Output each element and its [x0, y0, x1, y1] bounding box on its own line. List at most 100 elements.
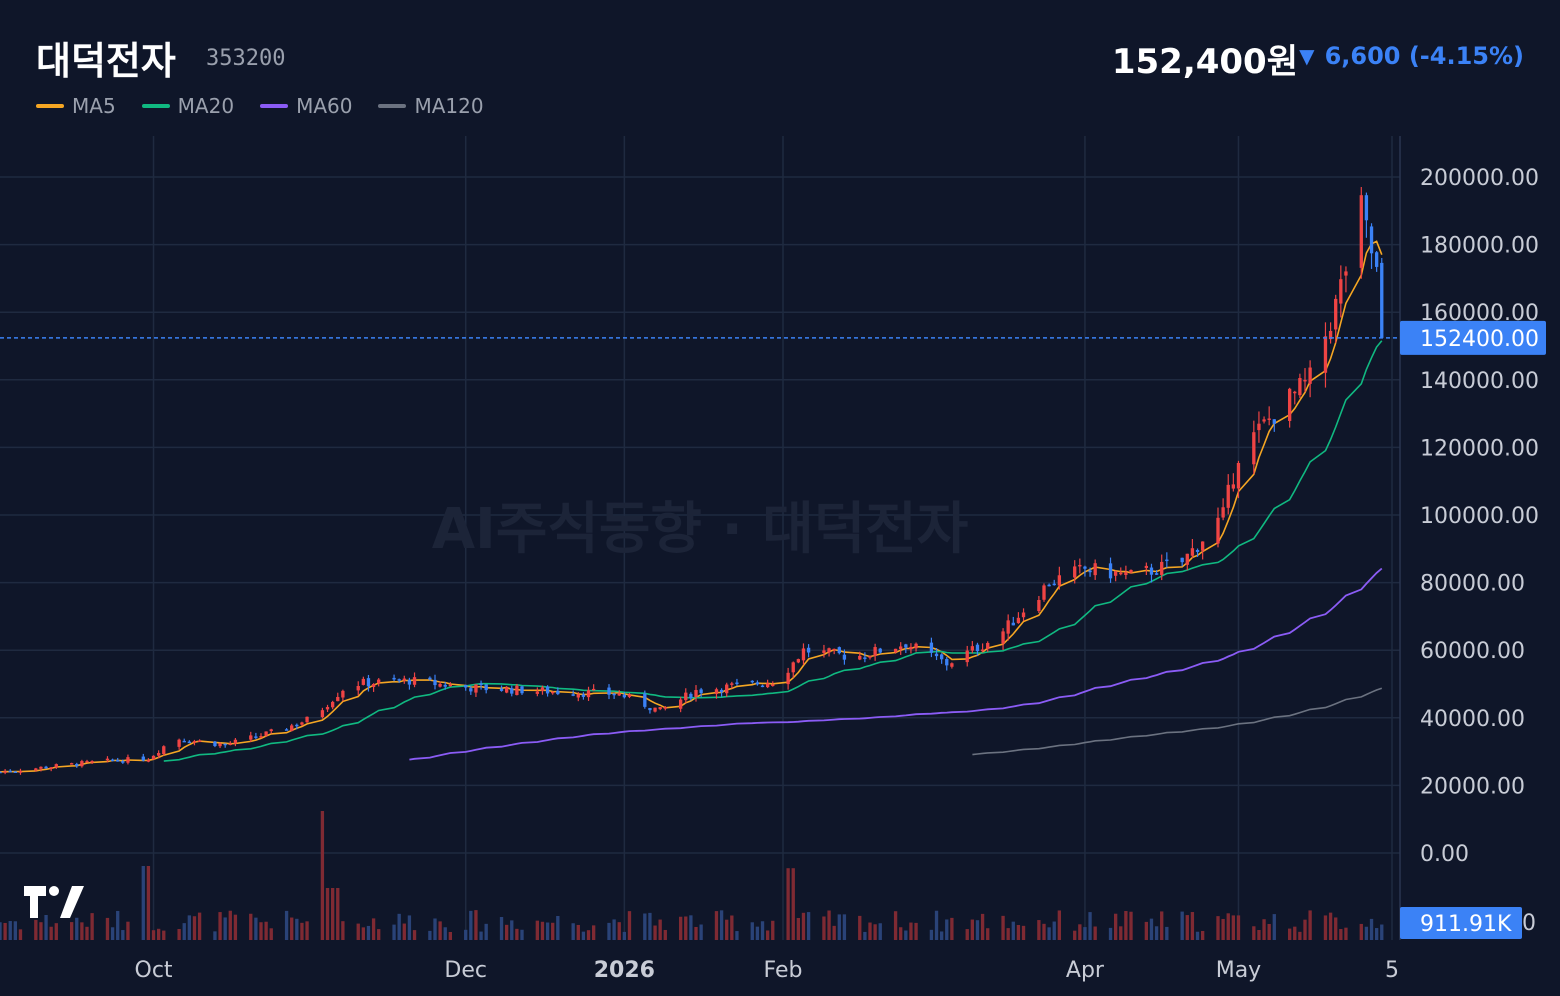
- candle-body: [663, 707, 667, 709]
- volume-bar: [146, 866, 151, 940]
- candle-body: [213, 741, 217, 747]
- volume-bar: [182, 923, 186, 940]
- candle-body: [771, 684, 775, 687]
- volume-bar: [300, 922, 304, 940]
- candle-body: [791, 662, 795, 673]
- candle-body: [284, 729, 289, 731]
- candle-body: [254, 736, 258, 738]
- candle-body: [699, 689, 703, 694]
- volume-bar: [863, 931, 867, 940]
- volume-bar: [1380, 924, 1384, 940]
- candle-body: [75, 763, 79, 766]
- candle-body: [980, 649, 985, 651]
- ma-line-ma5: [0, 240, 1383, 773]
- candle-body: [1078, 564, 1082, 567]
- volume-bar: [1298, 931, 1302, 940]
- candle-body: [765, 683, 770, 688]
- candle-body: [730, 683, 734, 685]
- volume-bars: [0, 811, 1384, 940]
- candle-body: [806, 647, 811, 653]
- volume-bar: [469, 910, 473, 940]
- candle-body: [842, 654, 847, 660]
- volume-bar: [1334, 917, 1338, 940]
- candle-body: [1037, 600, 1041, 612]
- price-tick-label: 120000.00: [1420, 436, 1539, 461]
- volume-bar: [1073, 930, 1077, 940]
- volume-bar: [371, 918, 376, 940]
- volume-bar: [643, 913, 647, 940]
- candle-body: [116, 760, 120, 762]
- time-axis[interactable]: Oct Dec 2026 Feb Apr May 5: [135, 958, 1399, 983]
- candle-body: [269, 729, 273, 732]
- candle-body: [750, 680, 754, 683]
- candle-body: [893, 648, 898, 653]
- candle-body: [1226, 484, 1230, 508]
- candle-body: [1334, 298, 1338, 330]
- volume-bar: [54, 923, 58, 940]
- time-tick-label: 2026: [594, 958, 655, 983]
- candle-body: [1057, 575, 1062, 586]
- legend-ma120[interactable]: MA120: [378, 94, 484, 118]
- volume-bar: [1165, 926, 1169, 940]
- candle-body: [356, 686, 360, 691]
- candle-body: [162, 746, 166, 755]
- candle-body: [228, 743, 232, 745]
- time-tick-label: Apr: [1066, 958, 1105, 983]
- volume-bar: [0, 922, 2, 940]
- volume-bar: [295, 918, 299, 940]
- volume-bar: [842, 914, 847, 940]
- volume-bar: [950, 917, 954, 940]
- candle-body: [499, 688, 504, 691]
- volume-bar: [663, 929, 667, 940]
- candle-body: [643, 693, 647, 707]
- tradingview-logo[interactable]: [22, 884, 86, 920]
- volume-bar: [904, 930, 908, 940]
- candle-body: [1359, 195, 1363, 268]
- volume-bar: [330, 888, 335, 940]
- candle-body: [259, 736, 263, 738]
- volume-bar: [1180, 911, 1184, 940]
- volume-bar: [336, 888, 340, 940]
- candle-body: [1323, 336, 1328, 373]
- volume-bar: [474, 910, 478, 940]
- candle-body: [371, 683, 376, 688]
- legend-ma20[interactable]: MA20: [141, 94, 234, 118]
- candle-body: [377, 679, 381, 684]
- volume-bar: [551, 922, 555, 940]
- legend-ma60[interactable]: MA60: [260, 94, 352, 118]
- candle-body: [1047, 584, 1051, 587]
- volume-bar: [581, 931, 586, 940]
- volume-bar: [1328, 912, 1333, 940]
- candle-body: [719, 689, 724, 693]
- candle-body: [694, 690, 698, 698]
- candle-body: [653, 707, 657, 712]
- candle-body: [689, 693, 693, 698]
- legend-ma5[interactable]: MA5: [36, 94, 116, 118]
- candle-body: [412, 677, 417, 685]
- stock-code: 353200: [206, 46, 286, 71]
- candle-body: [939, 654, 944, 660]
- volume-bar: [837, 914, 841, 940]
- candle-body: [914, 643, 918, 649]
- price-axis[interactable]: 200000.00180000.00160000.00140000.001200…: [1400, 166, 1546, 939]
- volume-partial-label: 0: [1522, 911, 1536, 936]
- candle-body: [1129, 569, 1133, 573]
- volume-bar: [719, 910, 724, 940]
- volume-bar: [218, 912, 222, 940]
- volume-bar: [1047, 927, 1051, 940]
- candle-body: [1293, 391, 1297, 394]
- candle-body: [1308, 367, 1312, 384]
- candle-body: [1011, 622, 1015, 626]
- candle-body: [264, 731, 268, 736]
- volume-bar: [878, 923, 882, 940]
- last-price-tag: [1400, 320, 1546, 355]
- candle-body: [1303, 379, 1307, 382]
- volume-bar: [1124, 911, 1128, 940]
- candle-body: [515, 685, 519, 696]
- candle-body: [1339, 279, 1343, 304]
- candle-body: [156, 753, 161, 756]
- volume-bar: [1052, 921, 1056, 940]
- candle-body: [950, 663, 954, 667]
- volume-bar: [264, 921, 268, 940]
